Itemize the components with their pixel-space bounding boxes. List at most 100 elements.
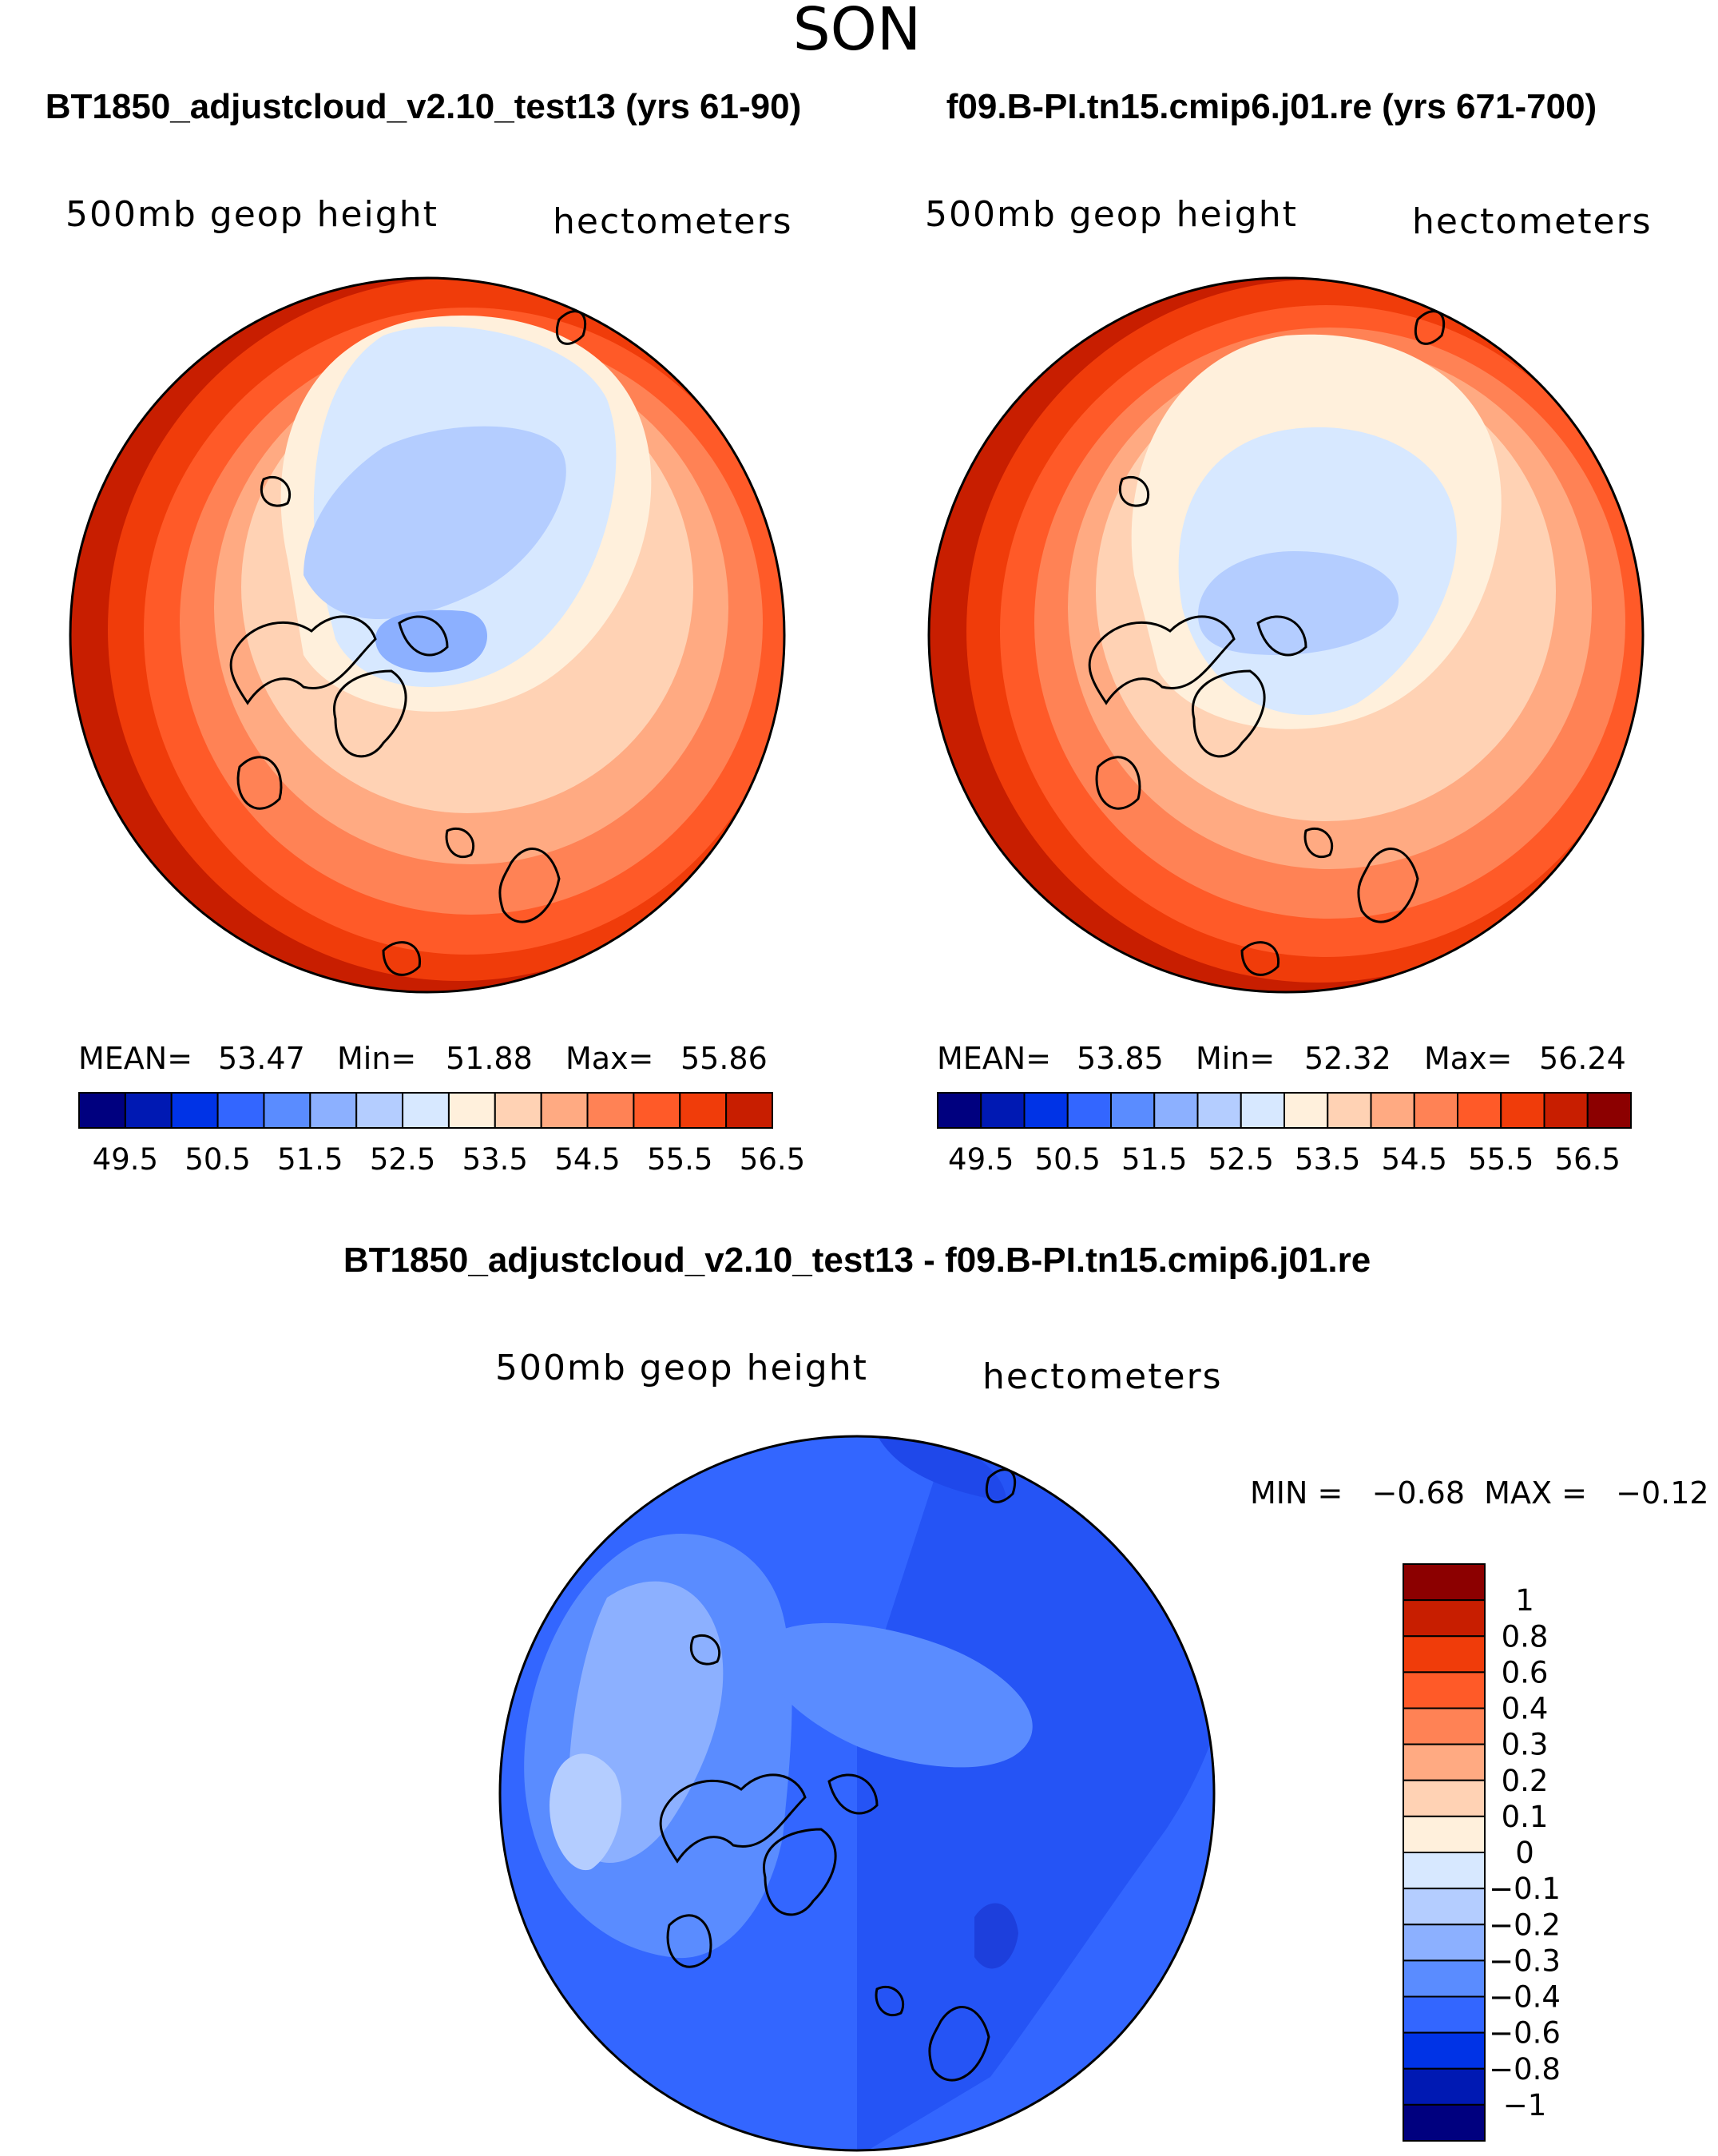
right-colorbar-box [937, 1092, 982, 1129]
difference-colorbar-label: −0.3 [1489, 1944, 1561, 1978]
left-colorbar-box [124, 1092, 173, 1129]
right-colorbar-label: 50.5 [1035, 1142, 1101, 1177]
right-colorbar-box [1196, 1092, 1242, 1129]
left-map-border [69, 276, 786, 994]
difference-colorbar-box [1403, 2103, 1486, 2142]
difference-colorbar-box [1403, 1563, 1486, 1602]
right-colorbar-label: 54.5 [1382, 1142, 1447, 1177]
right-colorbar-box [1457, 1092, 1502, 1129]
right-mean-value: 53.85 [1077, 1041, 1164, 1076]
right-colorbar-box [1586, 1092, 1632, 1129]
difference-polar-map [500, 1436, 1214, 2150]
difference-colorbar-box [1403, 1852, 1486, 1890]
left-max-value: 55.86 [680, 1041, 768, 1076]
difference-colorbar-label: 0.3 [1502, 1728, 1549, 1762]
left-colorbar-box [309, 1092, 358, 1129]
left-colorbar-label: 53.5 [462, 1142, 528, 1177]
right-colorbar-box [1543, 1092, 1589, 1129]
diff-variable-label: 500mb geop height [495, 1348, 868, 1388]
difference-colorbar-label: 0.4 [1502, 1692, 1549, 1726]
difference-coastlines [659, 1468, 1017, 2082]
left-colorbar-label: 56.5 [740, 1142, 805, 1177]
left-colorbar-box [725, 1092, 774, 1129]
difference-map-border [498, 1435, 1216, 2152]
right-colorbar-box [1066, 1092, 1112, 1129]
right-colorbar-box [1023, 1092, 1069, 1129]
left-colorbar-box [402, 1092, 450, 1129]
right-colorbar-label: 55.5 [1468, 1142, 1534, 1177]
difference-title: BT1850_adjustcloud_v2.10_test13 - f09.B-… [343, 1241, 1371, 1280]
difference-colorbar-label: 0 [1515, 1836, 1534, 1870]
right-colorbar-label: 49.5 [948, 1142, 1014, 1177]
diff-units-label: hectometers [982, 1356, 1223, 1397]
left-colorbar-box [216, 1092, 265, 1129]
right-min-label: Min= [1196, 1041, 1275, 1076]
difference-colorbar-box [1403, 1779, 1486, 1817]
left-colorbar-box [170, 1092, 219, 1129]
left-min-value: 51.88 [446, 1041, 533, 1076]
left-polar-map [70, 278, 784, 992]
left-colorbar-label: 49.5 [93, 1142, 158, 1177]
right-max-value: 56.24 [1539, 1041, 1626, 1076]
difference-colorbar-label: 1 [1515, 1583, 1534, 1618]
left-colorbar-box [447, 1092, 496, 1129]
left-colorbar-label: 55.5 [647, 1142, 712, 1177]
left-colorbar-box [679, 1092, 728, 1129]
left-colorbar-label: 52.5 [370, 1142, 435, 1177]
left-panel-title: BT1850_adjustcloud_v2.10_test13 (yrs 61-… [46, 87, 802, 126]
left-colorbar-box [633, 1092, 681, 1129]
difference-colorbar-box [1403, 2031, 1486, 2070]
difference-colorbar-box [1403, 2067, 1486, 2106]
difference-colorbar-box [1403, 1707, 1486, 1745]
left-colorbar-box [355, 1092, 404, 1129]
diff-minmax: MIN = −0.68 MAX = −0.12 [1250, 1475, 1709, 1511]
right-mean-label: MEAN= [937, 1041, 1051, 1076]
difference-colorbar-box [1403, 1635, 1486, 1674]
right-panel-title: f09.B-PI.tn15.cmip6.j01.re (yrs 671-700) [946, 87, 1597, 126]
difference-colorbar-label: −0.6 [1489, 2016, 1561, 2051]
left-colorbar-label: 50.5 [184, 1142, 250, 1177]
left-units-label: hectometers [553, 201, 793, 242]
difference-colorbar-label: 0.2 [1502, 1764, 1549, 1798]
left-colorbar-box [263, 1092, 311, 1129]
difference-colorbar-label: 0.8 [1502, 1619, 1549, 1654]
right-units-label: hectometers [1412, 201, 1653, 242]
difference-colorbar-box [1403, 1995, 1486, 2034]
right-colorbar-box [1500, 1092, 1545, 1129]
right-colorbar: 49.5 50.5 51.5 52.5 53.5 54.5 55.5 56.5 [937, 1092, 1632, 1177]
left-mean-value: 53.47 [218, 1041, 305, 1076]
left-colorbar-label: 54.5 [554, 1142, 620, 1177]
difference-colorbar-box [1403, 1924, 1486, 1962]
right-colorbar-label: 52.5 [1208, 1142, 1274, 1177]
difference-colorbar-box [1403, 1743, 1486, 1781]
right-colorbar-box [1110, 1092, 1156, 1129]
left-colorbar-label: 51.5 [277, 1142, 343, 1177]
difference-colorbar-label: −0.4 [1489, 1980, 1561, 2015]
difference-colorbar-label: −0.1 [1489, 1872, 1561, 1906]
right-min-value: 52.32 [1304, 1041, 1391, 1076]
right-colorbar-box [1153, 1092, 1199, 1129]
difference-colorbar-label: 0.1 [1502, 1800, 1549, 1834]
left-colorbar-box [78, 1092, 126, 1129]
difference-colorbar-label: −0.2 [1489, 1908, 1561, 1942]
left-colorbar: 49.5 50.5 51.5 52.5 53.5 54.5 55.5 56.5 [78, 1092, 805, 1177]
difference-colorbar-box [1403, 1959, 1486, 1998]
left-colorbar-box [494, 1092, 542, 1129]
right-coastlines [1088, 310, 1446, 976]
left-coastlines [229, 310, 587, 976]
right-colorbar-label: 51.5 [1121, 1142, 1187, 1177]
left-mean-label: MEAN= [78, 1041, 192, 1076]
difference-colorbar: 10.80.60.40.30.20.10−0.1−0.2−0.3−0.4−0.6… [1403, 1563, 1561, 2142]
right-colorbar-label: 53.5 [1295, 1142, 1360, 1177]
right-colorbar-label: 56.5 [1555, 1142, 1621, 1177]
left-max-label: Max= [565, 1041, 653, 1076]
right-variable-label: 500mb geop height [925, 194, 1298, 235]
right-stats: MEAN= 53.85 Min= 52.32 Max= 56.24 [937, 1041, 1626, 1076]
right-colorbar-box [1327, 1092, 1372, 1129]
difference-colorbar-label: 0.6 [1502, 1655, 1549, 1689]
left-colorbar-box [586, 1092, 635, 1129]
right-max-label: Max= [1424, 1041, 1512, 1076]
difference-colorbar-label: −1 [1503, 2088, 1547, 2122]
